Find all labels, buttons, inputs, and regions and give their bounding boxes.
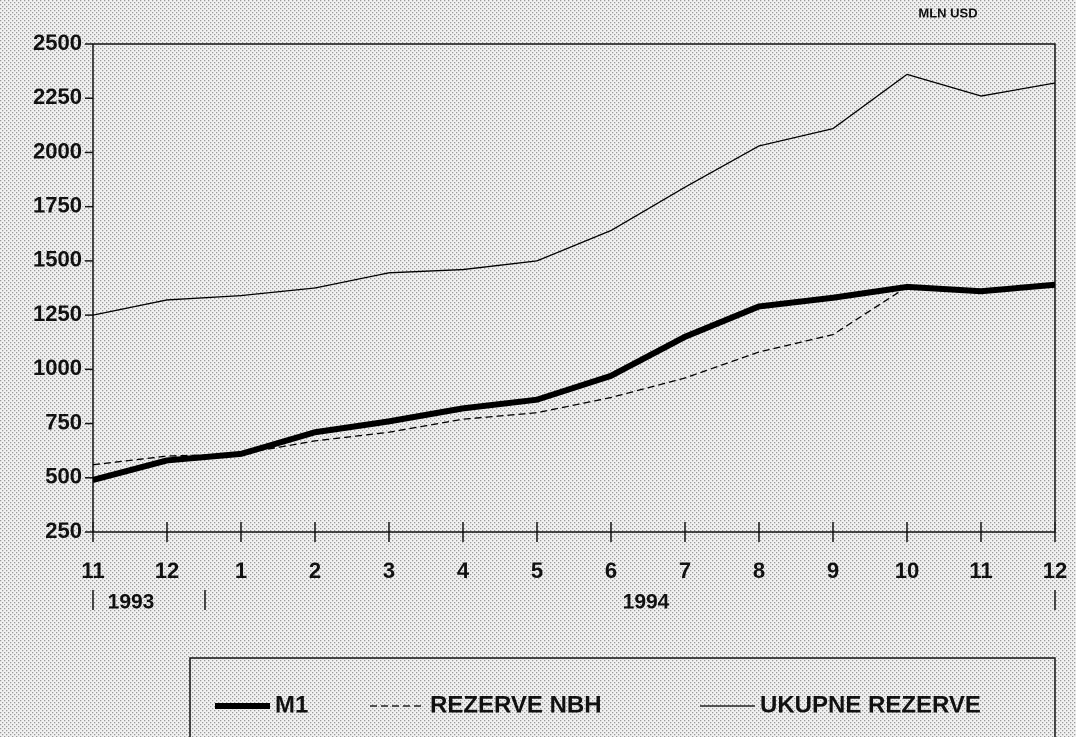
legend-label: UKUPNE REZERVE <box>760 691 981 718</box>
y-tick-label: 1500 <box>33 247 82 272</box>
legend-label: REZERVE NBH <box>430 691 602 718</box>
legend-label: M1 <box>275 691 308 718</box>
series-line <box>92 281 1056 483</box>
x-tick-label: 8 <box>753 558 765 583</box>
unit-label: MLN USD <box>918 5 977 20</box>
x-tick-label: 1 <box>235 558 247 583</box>
plot-frame <box>92 43 1056 533</box>
y-tick-label: 2250 <box>33 84 82 109</box>
x-tick-label: 4 <box>457 558 470 583</box>
y-tick-label: 2500 <box>33 30 82 55</box>
x-tick-label: 6 <box>605 558 617 583</box>
y-tick-label: 750 <box>45 409 82 434</box>
y-tick-label: 1750 <box>33 192 82 217</box>
x-tick-label: 5 <box>531 558 543 583</box>
x-tick-label: 2 <box>309 558 321 583</box>
series-line <box>92 73 1056 316</box>
y-tick-label: 2000 <box>33 138 82 163</box>
y-tick-label: 250 <box>45 518 82 543</box>
x-tick-label: 11 <box>81 558 104 583</box>
x-tick-label: 11 <box>969 558 992 583</box>
x-tick-label: 12 <box>155 558 179 583</box>
legend-box <box>189 657 1056 737</box>
x-tick-label: 10 <box>895 558 919 583</box>
x-tick-label: 12 <box>1043 558 1067 583</box>
x-tick-label: 3 <box>383 558 395 583</box>
y-tick-label: 1250 <box>33 301 82 326</box>
year-label: 1993 <box>108 591 155 614</box>
y-tick-label: 500 <box>45 464 82 489</box>
x-tick-label: 7 <box>679 558 691 583</box>
y-tick-label: 1000 <box>33 355 82 380</box>
year-label: 1994 <box>623 591 670 614</box>
x-tick-label: 9 <box>827 558 839 583</box>
series-line <box>92 284 1056 466</box>
